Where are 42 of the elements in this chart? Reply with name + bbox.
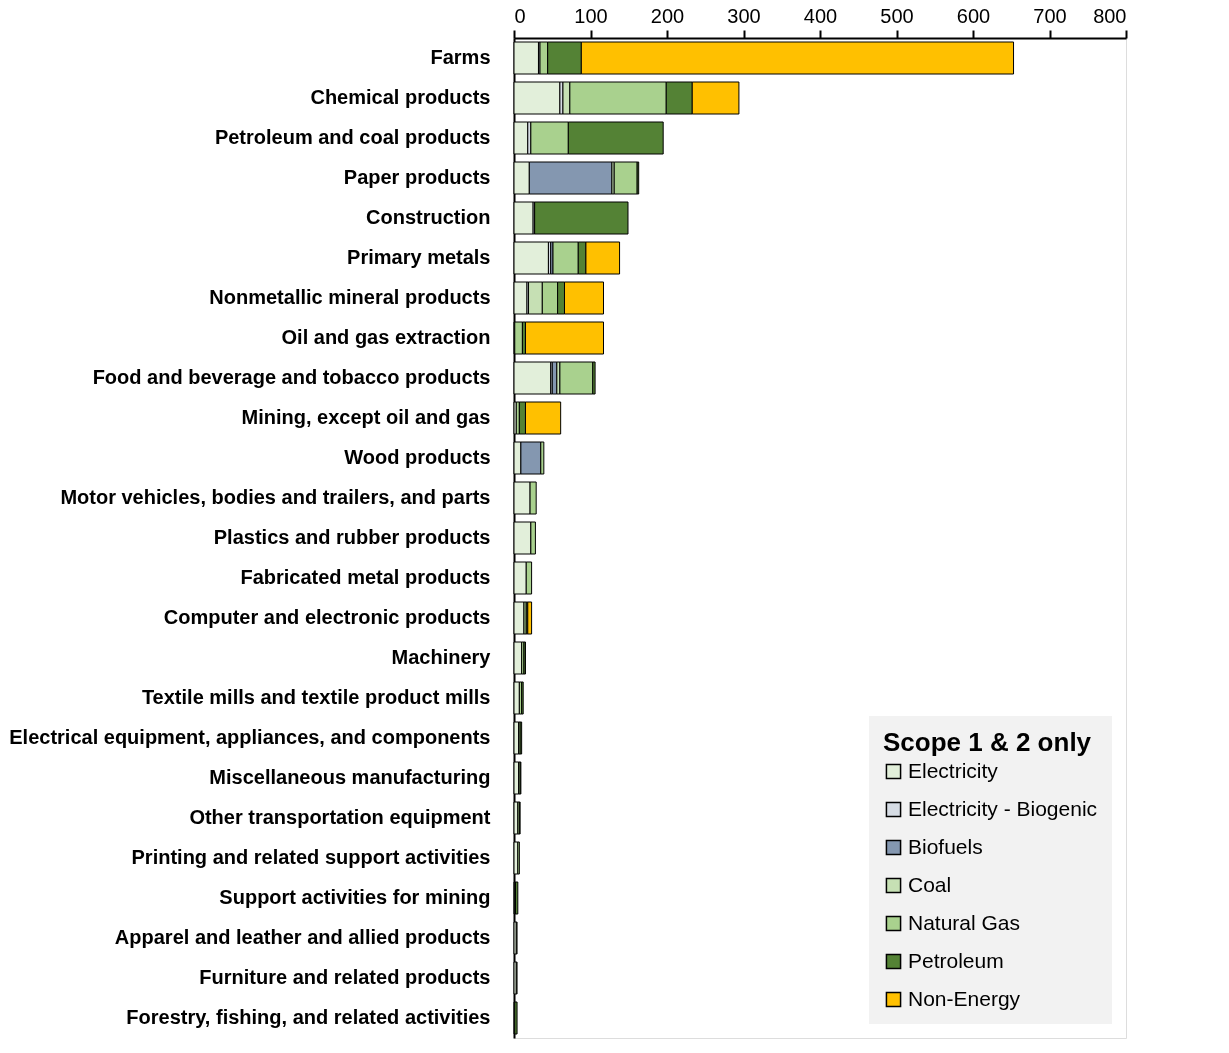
y-tick-label: Forestry, fishing, and related activities [126,1006,491,1028]
legend-label: Petroleum [908,948,1004,972]
y-tick-label: Chemical products [310,86,491,108]
y-tick-label: Support activities for mining [219,886,491,908]
x-tick-label: 800 [1093,4,1127,27]
x-tick-label: 500 [880,4,914,27]
x-tick-label: 700 [1033,4,1067,27]
y-tick-label: Oil and gas extraction [281,326,491,348]
legend-title: Scope 1 & 2 only [883,727,1092,757]
y-tick-label: Nonmetallic mineral products [209,286,491,308]
x-tick-label: 200 [650,4,685,27]
y-tick-label: Motor vehicles, bodies and trailers, and parts [60,486,491,508]
y-tick-label: Textile mills and textile product mills [141,686,491,708]
x-tick-label: 0 [514,4,526,27]
y-tick-label: Wood products [344,446,491,468]
y-tick-label: Food and beverage and tobacco products [92,366,491,388]
y-tick-label: Miscellaneous manufacturing [209,766,491,788]
y-tick-label: Apparel and leather and allied products [114,926,491,948]
legend-label: Non-Energy [908,986,1021,1010]
legend-label: Coal [908,872,952,896]
y-tick-label: Printing and related support activities [131,846,491,868]
y-tick-label: Petroleum and coal products [214,126,491,148]
legend-label: Biofuels [908,834,983,858]
y-tick-label: Other transportation equipment [189,806,491,828]
y-tick-label: Furniture and related products [199,966,491,988]
y-tick-label: Plastics and rubber products [213,526,491,548]
y-tick-label: Primary metals [347,246,491,268]
y-tick-label: Machinery [391,646,492,668]
x-tick-label: 400 [803,4,838,27]
y-tick-label: Computer and electronic products [163,606,491,628]
y-tick-label: Farms [430,46,491,68]
x-tick-label: 600 [956,4,991,27]
y-tick-label: Paper products [343,166,491,188]
x-tick-label: 100 [574,4,608,27]
y-tick-label: Fabricated metal products [240,566,491,588]
x-tick-label: 300 [727,4,761,27]
y-tick-label: Electrical equipment, appliances, and components [9,726,491,748]
legend-label: Electricity - Biogenic [908,796,1098,820]
legend-label: Natural Gas [908,910,1021,934]
y-tick-label: Construction [366,206,491,228]
y-tick-label: Mining, except oil and gas [241,406,491,428]
legend-label: Electricity [908,758,999,782]
